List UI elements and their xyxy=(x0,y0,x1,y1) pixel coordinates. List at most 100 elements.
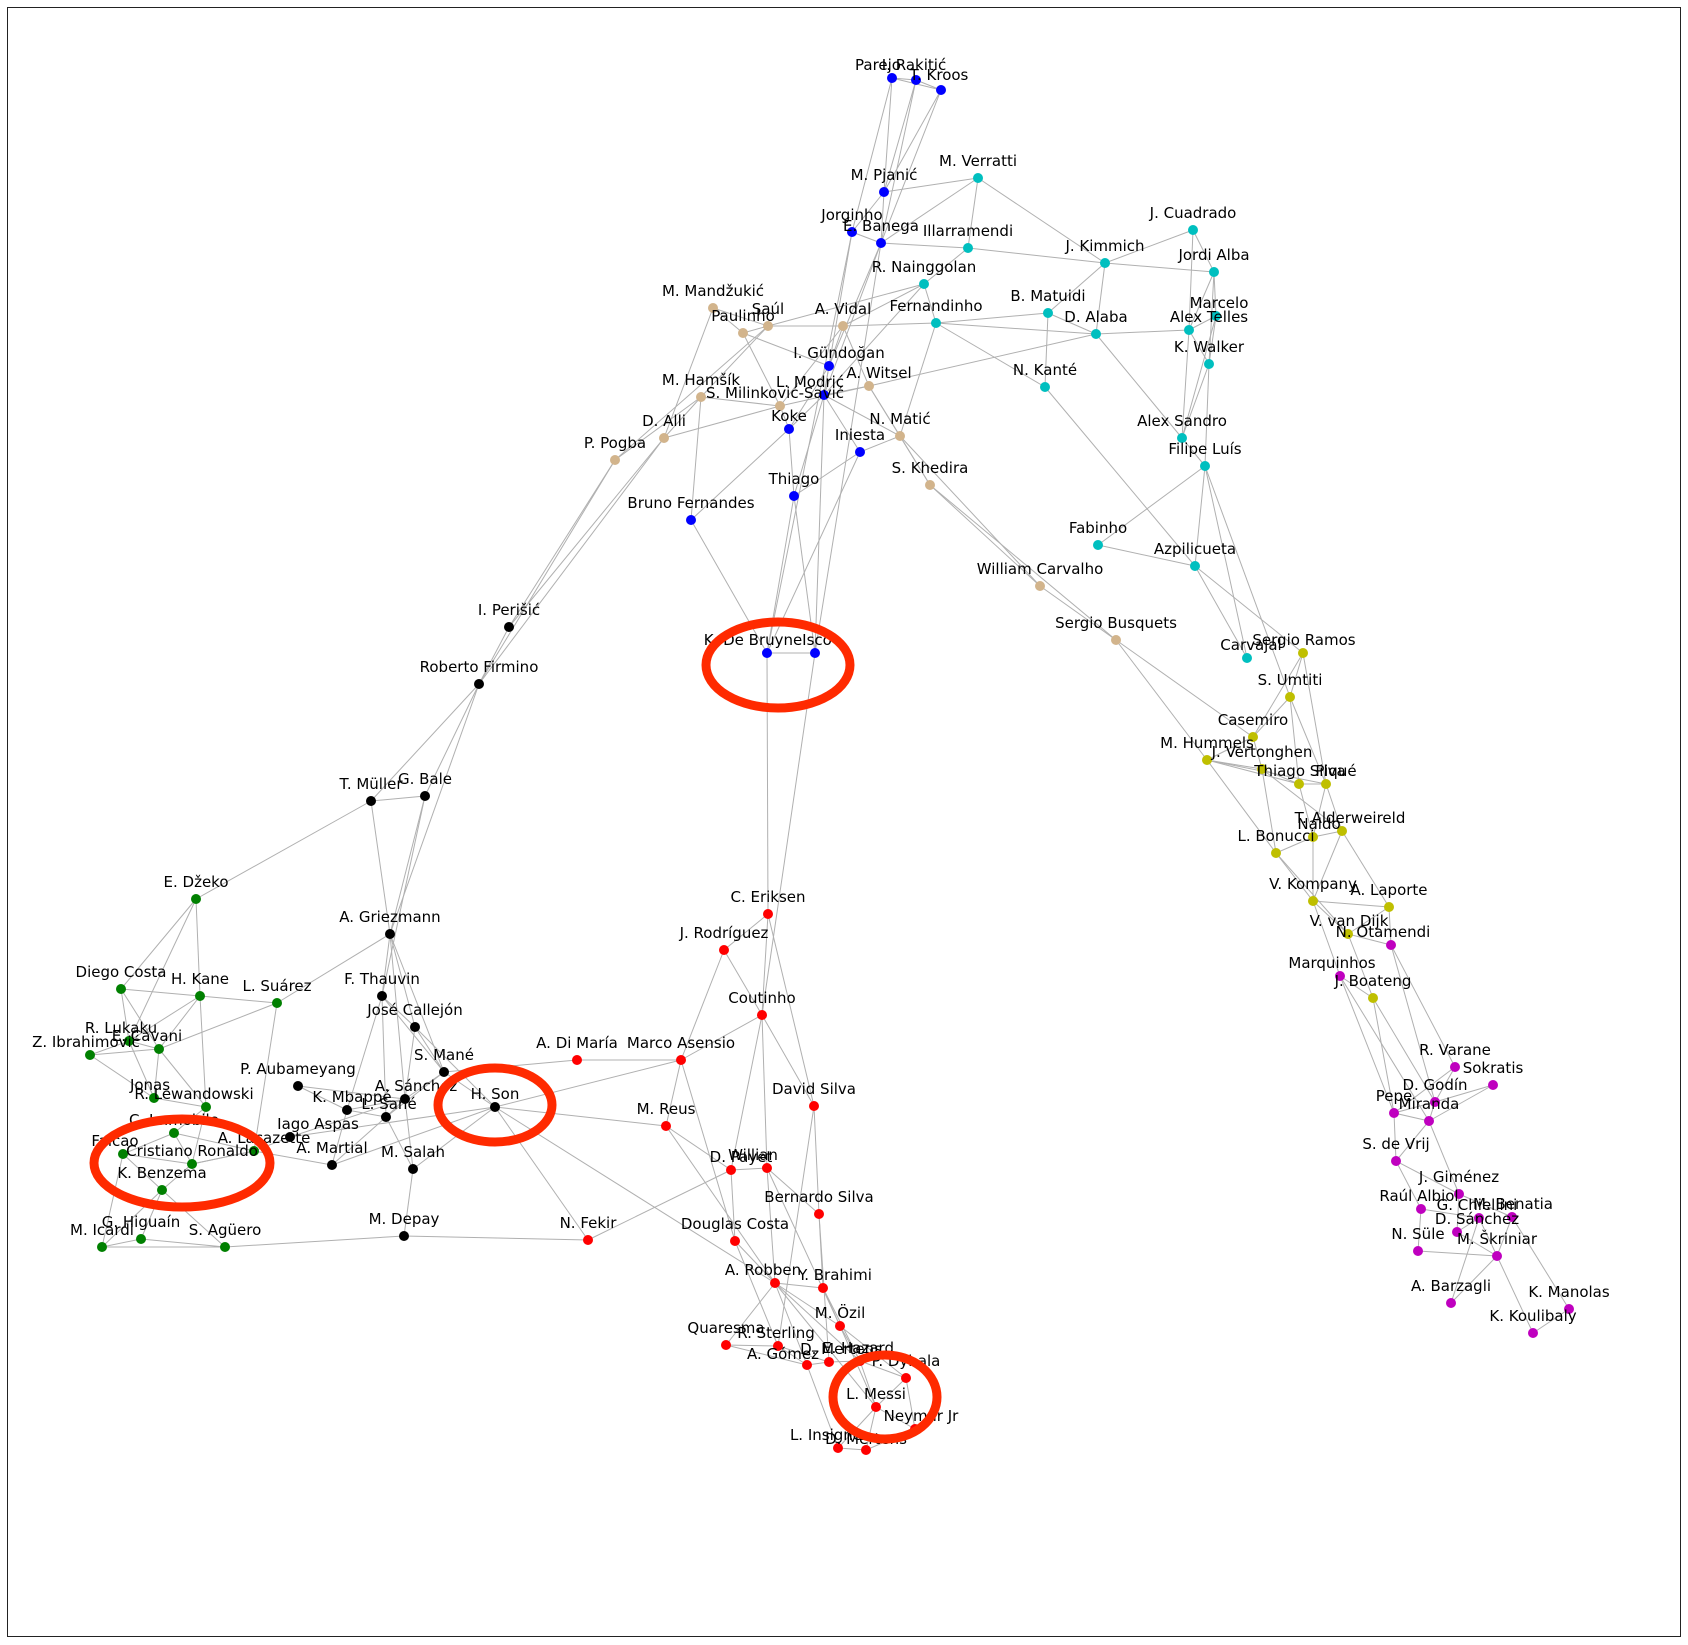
node-cuadrado[interactable] xyxy=(1188,225,1198,235)
node-insigne[interactable] xyxy=(833,1443,843,1453)
node-otamendi[interactable] xyxy=(1386,940,1396,950)
node-parejo[interactable] xyxy=(887,73,897,83)
node-robben[interactable] xyxy=(770,1278,780,1288)
node-williamcarvalho[interactable] xyxy=(1035,581,1045,591)
node-benzema[interactable] xyxy=(157,1185,167,1195)
node-dzeko[interactable] xyxy=(191,894,201,904)
node-diegocosta[interactable] xyxy=(116,984,126,994)
node-gimenez[interactable] xyxy=(1454,1189,1464,1199)
node-perisic[interactable] xyxy=(504,622,514,632)
node-nainggolan[interactable] xyxy=(919,279,929,289)
node-cavani[interactable] xyxy=(154,1044,164,1054)
node-laporte[interactable] xyxy=(1384,902,1394,912)
node-aubameyang[interactable] xyxy=(293,1081,303,1091)
node-gundogan[interactable] xyxy=(824,361,834,371)
node-illarramendi[interactable] xyxy=(963,243,973,253)
node-mbappe[interactable] xyxy=(342,1105,352,1115)
node-immobile[interactable] xyxy=(169,1128,179,1138)
node-kroos[interactable] xyxy=(936,85,946,95)
node-jorginho[interactable] xyxy=(847,227,857,237)
node-brahimi[interactable] xyxy=(818,1283,828,1293)
node-casemiro[interactable] xyxy=(1248,732,1258,742)
node-brunofernandes[interactable] xyxy=(686,515,696,525)
node-hamsik[interactable] xyxy=(696,392,706,402)
node-matuidi[interactable] xyxy=(1043,308,1053,318)
node-koulibaly[interactable] xyxy=(1528,1328,1538,1338)
node-payet[interactable] xyxy=(726,1165,736,1175)
node-chiellini[interactable] xyxy=(1474,1213,1484,1223)
node-falcao[interactable] xyxy=(118,1149,128,1159)
node-ibrahimovic[interactable] xyxy=(85,1050,95,1060)
node-douglascosta[interactable] xyxy=(730,1236,740,1246)
node-thauvin[interactable] xyxy=(377,991,387,1001)
node-vertonghen[interactable] xyxy=(1257,764,1267,774)
node-manolas[interactable] xyxy=(1564,1304,1574,1314)
node-hummels[interactable] xyxy=(1202,755,1212,765)
node-umtiti[interactable] xyxy=(1285,692,1295,702)
node-griezmann[interactable] xyxy=(385,929,395,939)
node-fabinho[interactable] xyxy=(1093,540,1103,550)
node-milinkovic[interactable] xyxy=(775,401,785,411)
node-davidsilva[interactable] xyxy=(809,1101,819,1111)
node-sule[interactable] xyxy=(1413,1246,1423,1256)
node-messi[interactable] xyxy=(871,1402,881,1412)
node-verratti[interactable] xyxy=(973,173,983,183)
node-bonucci[interactable] xyxy=(1271,848,1281,858)
node-banega[interactable] xyxy=(876,238,886,248)
node-sokratis[interactable] xyxy=(1488,1080,1498,1090)
node-rakitic[interactable] xyxy=(911,75,921,85)
node-vidal[interactable] xyxy=(838,321,848,331)
node-muller[interactable] xyxy=(366,796,376,806)
node-callejon[interactable] xyxy=(410,1022,420,1032)
node-icardi[interactable] xyxy=(97,1242,107,1252)
node-martial[interactable] xyxy=(327,1160,337,1170)
node-thiago[interactable] xyxy=(789,491,799,501)
node-firmino[interactable] xyxy=(474,679,484,689)
node-raulalbiol[interactable] xyxy=(1416,1204,1426,1214)
node-barzagli[interactable] xyxy=(1446,1298,1456,1308)
node-jordialba[interactable] xyxy=(1209,267,1219,277)
node-son[interactable] xyxy=(490,1102,500,1112)
node-ozil[interactable] xyxy=(835,1321,845,1331)
node-sergioramos[interactable] xyxy=(1298,648,1308,658)
node-pogba[interactable] xyxy=(610,455,620,465)
node-boateng[interactable] xyxy=(1368,993,1378,1003)
node-fernandinho[interactable] xyxy=(931,318,941,328)
node-walker[interactable] xyxy=(1204,359,1214,369)
node-alextelles[interactable] xyxy=(1184,325,1194,335)
node-miranda[interactable] xyxy=(1424,1116,1434,1126)
node-devrij[interactable] xyxy=(1391,1156,1401,1166)
node-alli[interactable] xyxy=(659,433,669,443)
node-sane[interactable] xyxy=(381,1112,391,1122)
node-marcelo[interactable] xyxy=(1211,311,1221,321)
node-iagoaspas[interactable] xyxy=(285,1132,295,1142)
node-marquinhos[interactable] xyxy=(1335,971,1345,981)
node-bale[interactable] xyxy=(420,791,430,801)
node-kante[interactable] xyxy=(1040,382,1050,392)
node-suarez[interactable] xyxy=(272,998,282,1008)
node-depay[interactable] xyxy=(399,1231,409,1241)
node-lewandowski[interactable] xyxy=(201,1102,211,1112)
node-sterling[interactable] xyxy=(773,1341,783,1351)
node-azpilicueta[interactable] xyxy=(1190,561,1200,571)
node-salah[interactable] xyxy=(408,1164,418,1174)
node-mandzukic[interactable] xyxy=(708,303,718,313)
node-pepe[interactable] xyxy=(1389,1108,1399,1118)
node-jrodriguez[interactable] xyxy=(719,945,729,955)
node-matic[interactable] xyxy=(895,431,905,441)
node-quaresma[interactable] xyxy=(721,1340,731,1350)
node-koke[interactable] xyxy=(784,424,794,434)
node-witsel[interactable] xyxy=(864,381,874,391)
node-kimmich[interactable] xyxy=(1100,258,1110,268)
node-paulinho[interactable] xyxy=(738,328,748,338)
node-modric[interactable] xyxy=(819,390,829,400)
node-busquets[interactable] xyxy=(1111,635,1121,645)
node-pique[interactable] xyxy=(1321,779,1331,789)
node-iniesta[interactable] xyxy=(855,447,865,457)
node-alexsandro[interactable] xyxy=(1177,433,1187,443)
node-saul[interactable] xyxy=(763,321,773,331)
node-fekir[interactable] xyxy=(583,1235,593,1245)
node-asensio[interactable] xyxy=(676,1055,686,1065)
node-asanchez[interactable] xyxy=(400,1094,410,1104)
node-lukaku[interactable] xyxy=(124,1036,134,1046)
